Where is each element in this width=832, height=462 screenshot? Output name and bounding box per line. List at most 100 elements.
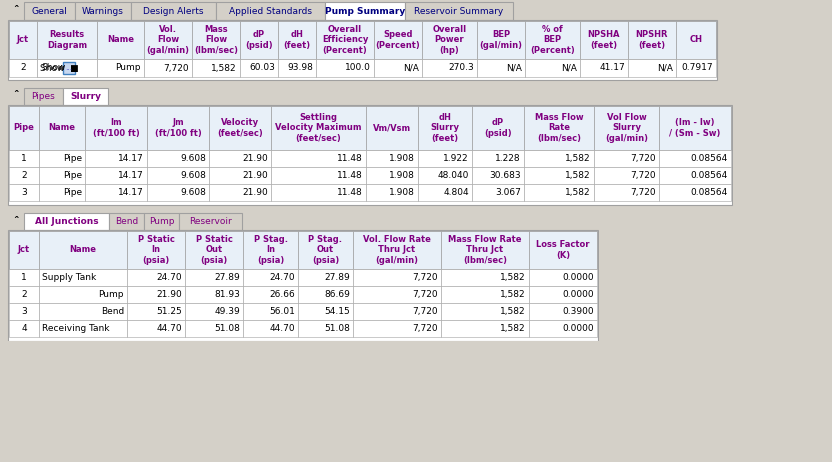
Bar <box>353 320 441 337</box>
Text: 14.17: 14.17 <box>118 171 144 180</box>
Text: NPSHR
(feet): NPSHR (feet) <box>636 30 668 49</box>
Bar <box>298 286 353 303</box>
Bar <box>127 231 185 269</box>
Bar <box>127 320 185 337</box>
Text: 7,720: 7,720 <box>413 307 438 316</box>
Bar <box>127 286 185 303</box>
Bar <box>676 21 716 59</box>
Text: 11.48: 11.48 <box>337 188 363 197</box>
Text: 41.17: 41.17 <box>599 63 625 73</box>
Bar <box>9 59 37 77</box>
Text: 24.70: 24.70 <box>270 273 295 282</box>
Bar <box>209 150 271 167</box>
Bar <box>676 59 716 77</box>
Text: 1.908: 1.908 <box>389 171 415 180</box>
Bar <box>298 320 353 337</box>
Bar <box>180 213 241 230</box>
Text: 0.3900: 0.3900 <box>562 307 594 316</box>
Bar <box>659 184 731 201</box>
Text: Supply Tank: Supply Tank <box>42 273 97 282</box>
Bar <box>366 167 418 184</box>
Text: Reservoir: Reservoir <box>189 217 232 226</box>
Text: dP
(psid): dP (psid) <box>484 118 512 138</box>
Text: Jm
(ft/100 ft): Jm (ft/100 ft) <box>155 118 201 138</box>
Bar <box>8 213 24 230</box>
Text: Reservoir Summary: Reservoir Summary <box>414 6 503 16</box>
Text: 44.70: 44.70 <box>270 324 295 333</box>
Bar <box>659 150 731 167</box>
Text: ...: ... <box>66 63 72 73</box>
Bar <box>147 184 209 201</box>
Bar <box>733 105 832 205</box>
Bar <box>243 231 298 269</box>
Text: Overall
Efficiency
(Percent): Overall Efficiency (Percent) <box>322 25 369 55</box>
Text: 1,582: 1,582 <box>500 324 526 333</box>
Bar <box>271 184 366 201</box>
Bar <box>278 59 316 77</box>
Text: 3.067: 3.067 <box>495 188 521 197</box>
Bar <box>366 184 418 201</box>
Bar <box>9 150 39 167</box>
Bar <box>39 167 85 184</box>
Bar <box>127 303 185 320</box>
Text: Pipes: Pipes <box>32 92 56 101</box>
Bar <box>418 184 472 201</box>
Text: 9.608: 9.608 <box>180 154 206 163</box>
Bar <box>353 231 441 269</box>
Bar <box>85 106 147 150</box>
Text: 11.48: 11.48 <box>337 154 363 163</box>
Text: 21.90: 21.90 <box>242 154 268 163</box>
Text: Velocity
(feet/sec): Velocity (feet/sec) <box>217 118 263 138</box>
Text: 1: 1 <box>21 273 27 282</box>
Bar <box>185 231 243 269</box>
Text: 7,720: 7,720 <box>413 273 438 282</box>
Bar <box>441 231 529 269</box>
Text: 27.89: 27.89 <box>215 273 240 282</box>
Bar <box>298 303 353 320</box>
Bar <box>529 231 597 269</box>
Text: 0.0000: 0.0000 <box>562 290 594 299</box>
Text: ˆ: ˆ <box>13 6 19 16</box>
Text: Warnings: Warnings <box>82 6 124 16</box>
Bar <box>63 88 108 105</box>
Text: Vol Flow
Slurry
(gal/min): Vol Flow Slurry (gal/min) <box>605 114 648 143</box>
Text: Jct: Jct <box>17 36 29 44</box>
Bar <box>659 167 731 184</box>
Bar <box>594 150 659 167</box>
Text: (Im - lw)
/ (Sm - Sw): (Im - lw) / (Sm - Sw) <box>669 118 721 138</box>
Text: Pump: Pump <box>149 217 175 226</box>
Text: Pump: Pump <box>98 290 124 299</box>
Text: dP
(psid): dP (psid) <box>245 30 273 49</box>
Bar <box>8 20 717 80</box>
Bar <box>441 286 529 303</box>
Text: Pipe: Pipe <box>63 188 82 197</box>
Bar <box>9 167 39 184</box>
Bar <box>316 59 374 77</box>
Text: Name: Name <box>70 245 97 255</box>
Text: Receiving Tank: Receiving Tank <box>42 324 110 333</box>
Text: 56.01: 56.01 <box>269 307 295 316</box>
Text: Pipe: Pipe <box>63 154 82 163</box>
Bar <box>628 21 676 59</box>
Bar <box>243 303 298 320</box>
Bar <box>9 21 37 59</box>
Text: 0.7917: 0.7917 <box>681 63 713 73</box>
Text: 7,720: 7,720 <box>631 188 656 197</box>
Bar <box>353 303 441 320</box>
Text: N/A: N/A <box>404 63 419 73</box>
Bar <box>24 2 75 20</box>
Text: 21.90: 21.90 <box>242 188 268 197</box>
Bar <box>529 303 597 320</box>
Bar <box>0 341 832 462</box>
Text: 7,720: 7,720 <box>631 154 656 163</box>
Bar <box>9 106 731 150</box>
Text: All Junctions: All Junctions <box>35 217 98 226</box>
Bar <box>529 286 597 303</box>
Text: 54.15: 54.15 <box>324 307 350 316</box>
Bar <box>477 59 525 77</box>
Bar <box>353 269 441 286</box>
Text: 3: 3 <box>21 188 27 197</box>
Text: 1,582: 1,582 <box>500 290 526 299</box>
Bar <box>8 230 598 341</box>
Text: Bend: Bend <box>116 217 138 226</box>
